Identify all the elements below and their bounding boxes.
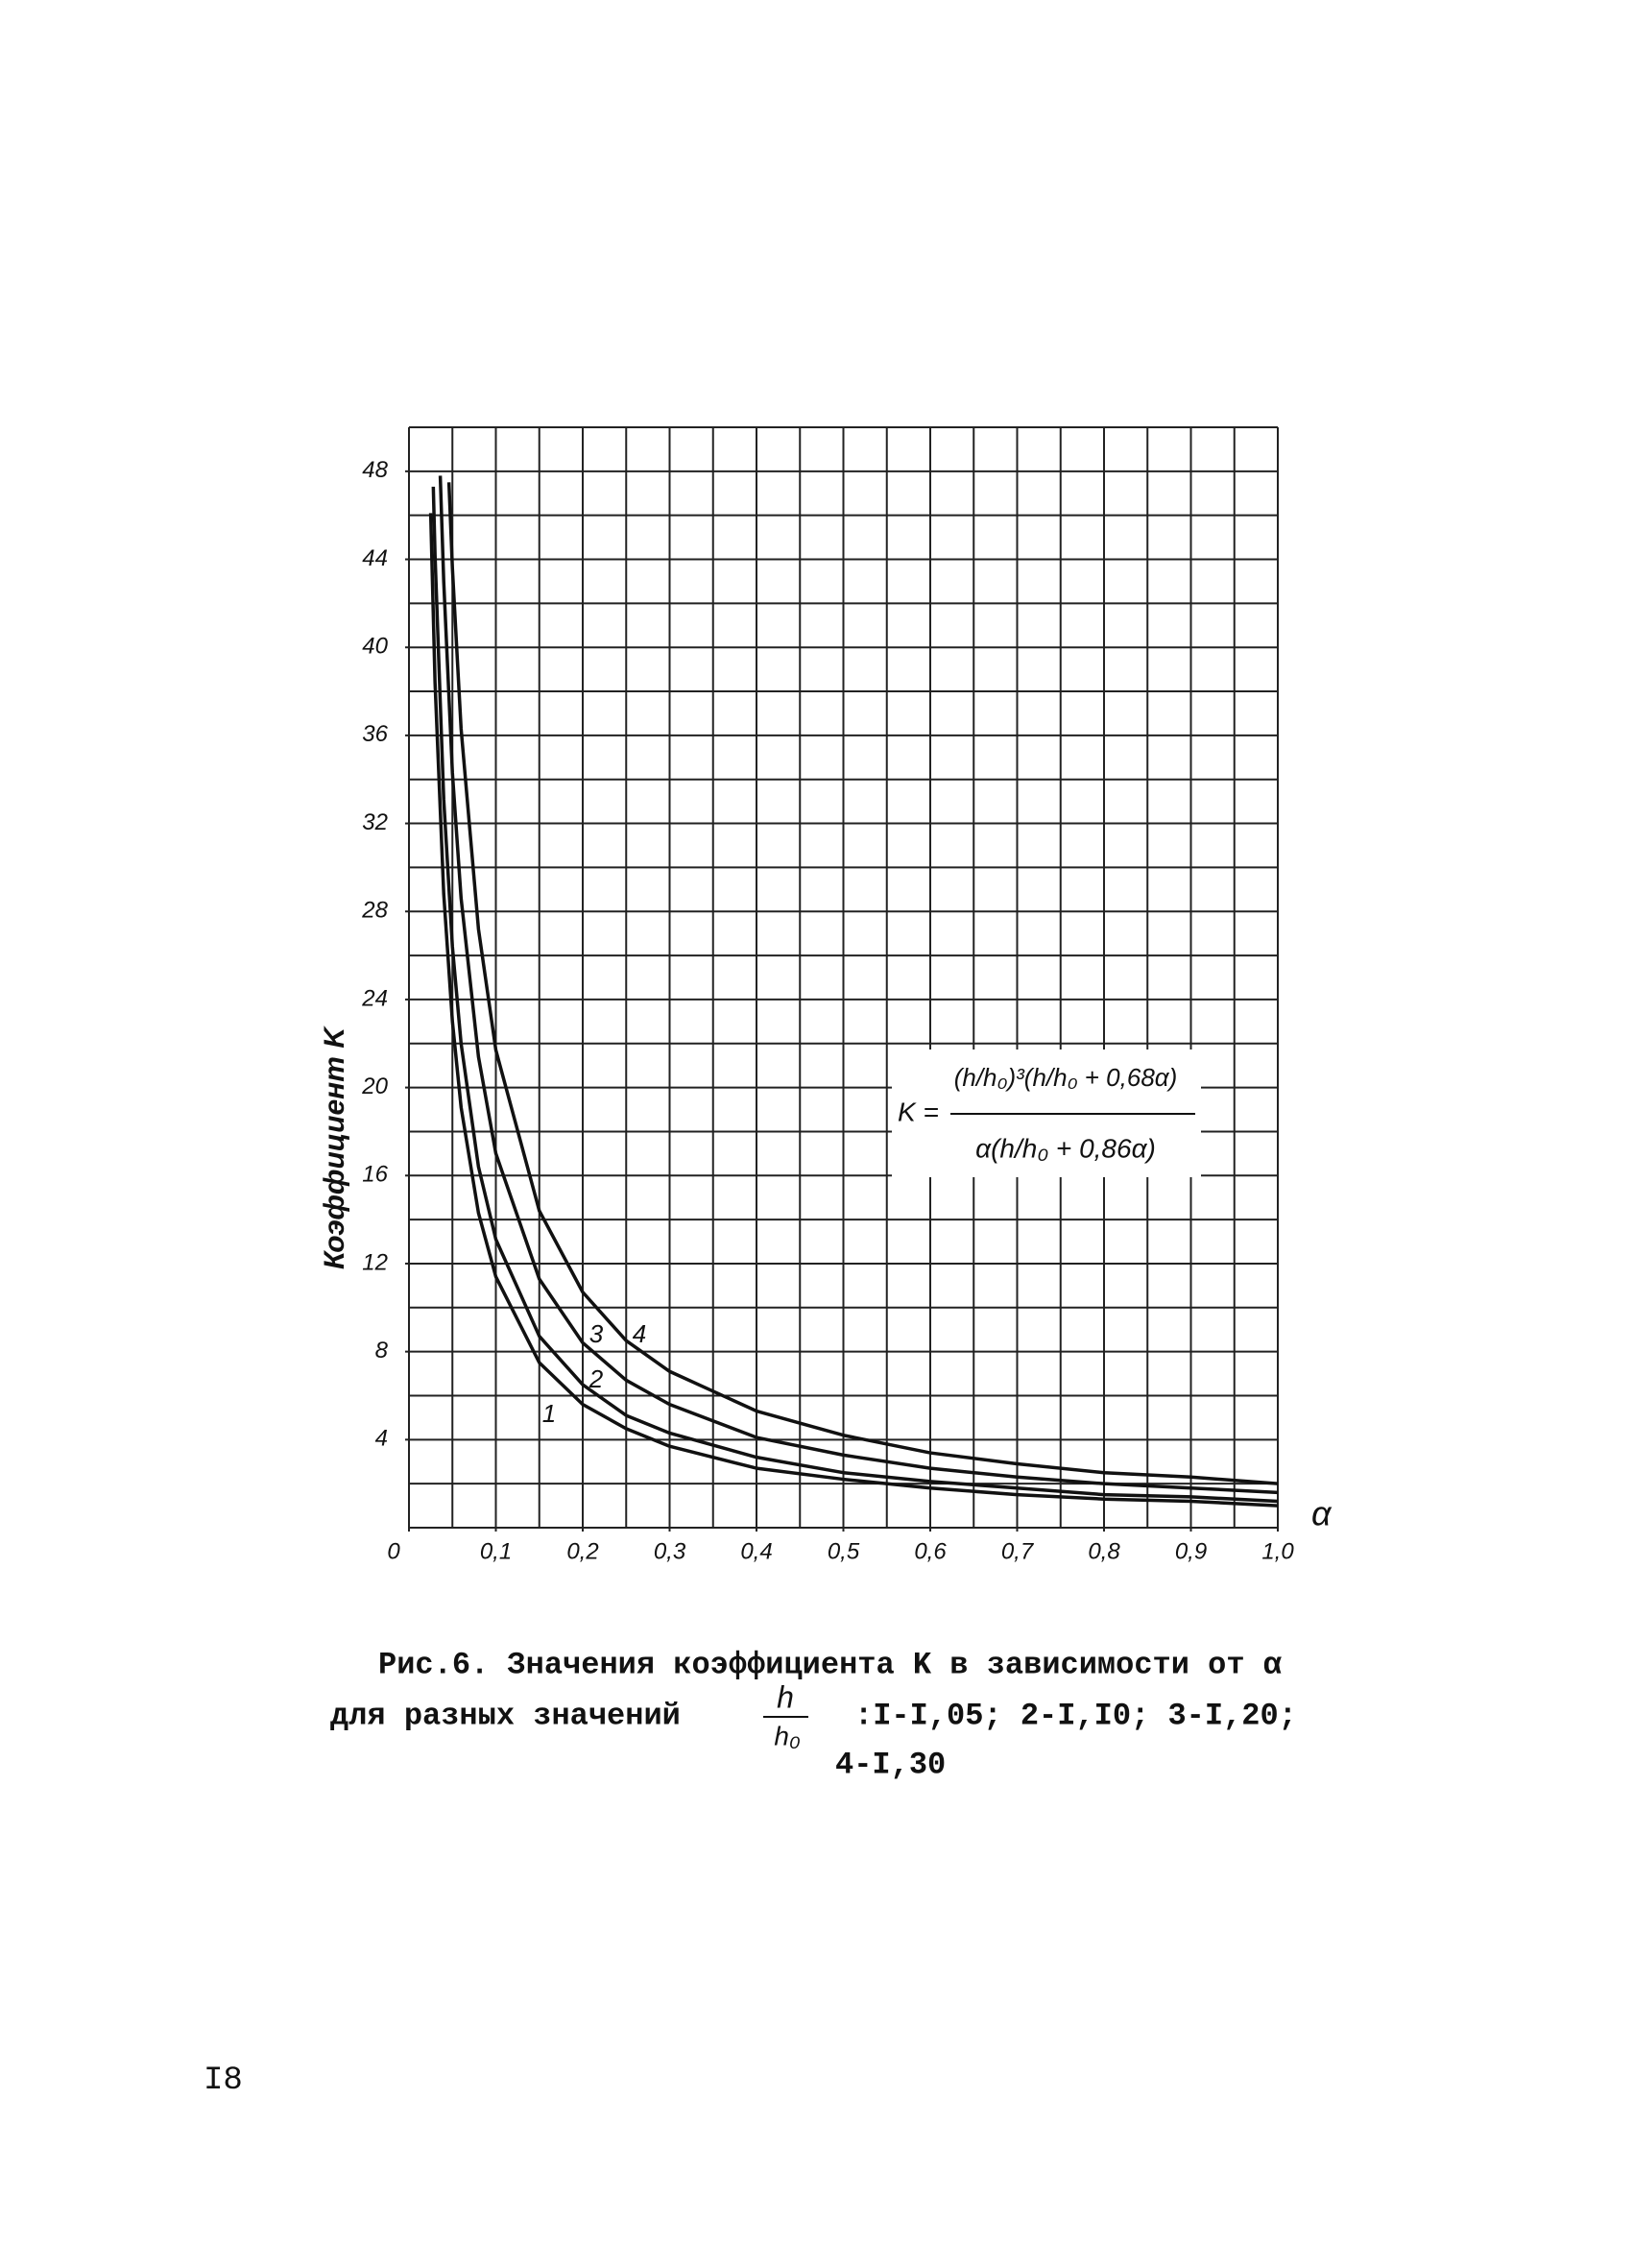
page-number: I8 (204, 2063, 243, 2099)
line (428, 513, 1279, 1508)
formula-denominator: α(h/h₀ + 0,86α) (975, 1133, 1156, 1163)
caption-fraction-numerator: h (777, 1679, 794, 1714)
x-tick-label: 0,5 (828, 1538, 860, 1564)
legend-label: 4 (633, 1319, 646, 1348)
x-tick-label: 0,1 (480, 1538, 512, 1564)
y-tick-label: 40 (362, 634, 388, 660)
y-tick-label: 24 (361, 985, 388, 1011)
caption-line: для разных значений (330, 1698, 681, 1733)
y-tick-label: 44 (362, 545, 388, 571)
x-tick-label: 0,3 (654, 1538, 686, 1564)
line (431, 486, 1279, 1504)
y-tick-label: 28 (361, 898, 388, 924)
formula-lhs: K = (898, 1097, 939, 1126)
caption-line: :I-I,05; 2-I,I0; 3-I,20; (854, 1698, 1297, 1733)
x-tick-label: 0,2 (566, 1538, 598, 1564)
caption-line: 4-I,30 (835, 1747, 946, 1782)
y-tick-label: 36 (362, 721, 388, 747)
y-tick-label: 16 (362, 1162, 388, 1188)
formula-numerator: (h/h₀)³(h/h₀ + 0,68α) (954, 1063, 1178, 1092)
x-tick-label: 0 (387, 1538, 400, 1564)
caption-line: Рис.6. Значения коэффициента K в зависим… (378, 1647, 1283, 1682)
line (446, 482, 1279, 1485)
y-tick-label: 8 (375, 1338, 389, 1363)
caption-fraction-denominator: h₀ (774, 1721, 801, 1750)
legend-label: 3 (589, 1319, 604, 1348)
y-tick-label: 12 (362, 1249, 388, 1275)
x-tick-label: 1,0 (1261, 1538, 1294, 1564)
legend-label: 1 (542, 1399, 556, 1428)
x-tick-label: 0,7 (1001, 1538, 1035, 1564)
y-axis-label: Коэффициент K (319, 1025, 350, 1269)
y-tick-label: 32 (362, 809, 388, 835)
y-tick-label: 4 (375, 1426, 388, 1452)
legend-label: 2 (588, 1364, 604, 1393)
y-tick-label: 20 (361, 1074, 388, 1099)
x-tick-label: 0,4 (740, 1538, 772, 1564)
line (438, 475, 1279, 1495)
y-tick-label: 48 (362, 457, 388, 483)
x-tick-label: 0,6 (914, 1538, 947, 1564)
x-axis-label: α (1311, 1494, 1333, 1533)
x-tick-label: 0,8 (1088, 1538, 1120, 1564)
x-tick-label: 0,9 (1175, 1538, 1207, 1564)
